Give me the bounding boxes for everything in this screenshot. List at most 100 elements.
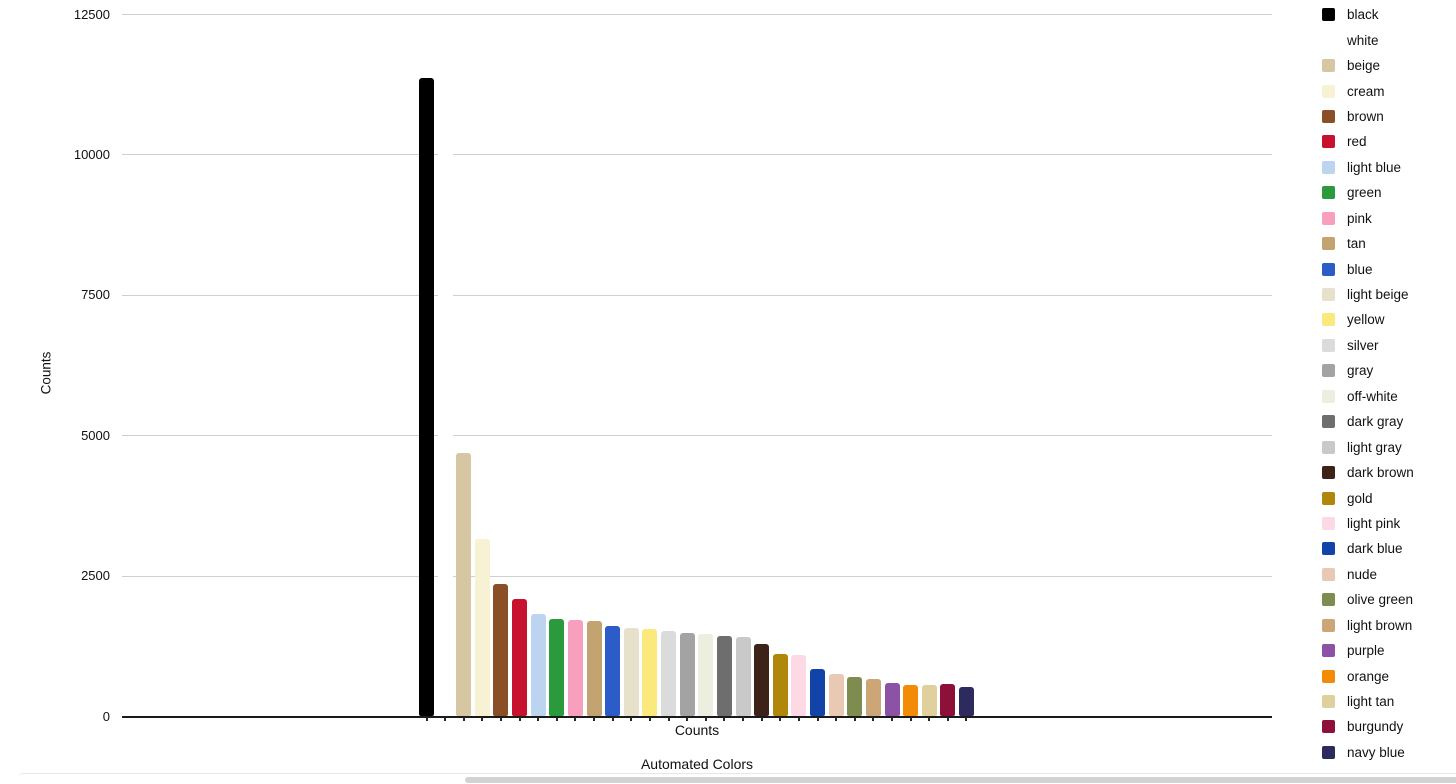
- bar-light-pink: [791, 654, 807, 716]
- legend-item-light-gray: light gray: [1322, 434, 1414, 459]
- x-tick-purple: [891, 717, 893, 721]
- legend-label: pink: [1347, 210, 1372, 226]
- legend-item-pink: pink: [1322, 206, 1414, 231]
- legend-swatch-icon: [1322, 644, 1335, 658]
- legend-item-silver: silver: [1322, 333, 1414, 358]
- legend-label: light gray: [1347, 439, 1402, 455]
- legend-swatch-icon: [1322, 618, 1335, 632]
- legend-swatch-icon: [1322, 745, 1335, 759]
- x-tick-light-tan: [928, 717, 931, 721]
- legend-swatch-icon: [1322, 8, 1335, 22]
- bar-light-brown: [865, 678, 881, 716]
- bar-burgundy: [940, 684, 956, 716]
- x-tick-red: [518, 717, 521, 721]
- legend-item-red: red: [1322, 129, 1414, 154]
- y-tick-label-12500: 12500: [73, 6, 110, 22]
- legend-swatch-icon: [1322, 84, 1335, 98]
- legend-label: navy blue: [1347, 744, 1405, 760]
- legend-label: olive green: [1347, 592, 1414, 608]
- legend-swatch-icon: [1322, 262, 1335, 276]
- legend-swatch-icon: [1322, 491, 1335, 505]
- legend-item-olive-green: olive green: [1322, 587, 1414, 612]
- x-tick-nude: [835, 717, 838, 721]
- gridline-5000: [122, 435, 1272, 437]
- bar-light-beige: [623, 627, 639, 716]
- legend-label: orange: [1347, 668, 1390, 684]
- legend-swatch-icon: [1322, 389, 1335, 403]
- x-tick-white: [444, 717, 447, 721]
- bar-blue: [605, 626, 621, 716]
- legend-item-nude: nude: [1322, 562, 1414, 587]
- bar-light-blue: [530, 613, 546, 716]
- legend-item-tan: tan: [1322, 231, 1414, 256]
- bar-pink: [567, 619, 583, 716]
- x-tick-light-beige: [630, 717, 633, 721]
- x-tick-light-blue: [537, 717, 540, 721]
- x-tick-off-white: [704, 717, 707, 721]
- legend-swatch-icon: [1322, 364, 1335, 378]
- bar-gray: [679, 632, 695, 716]
- legend-label: burgundy: [1347, 719, 1404, 735]
- legend: black white beige cream brown red light blue gr…: [1322, 2, 1414, 765]
- y-tick-label-2500: 2500: [81, 568, 110, 584]
- legend-label: black: [1347, 7, 1379, 23]
- x-tick-beige: [462, 717, 465, 721]
- legend-label: purple: [1347, 643, 1385, 659]
- legend-item-light-pink: light pink: [1322, 511, 1414, 536]
- legend-label: light blue: [1347, 159, 1402, 175]
- x-axis-label: Counts: [674, 722, 720, 738]
- legend-item-dark-gray: dark gray: [1322, 409, 1414, 434]
- x-tick-dark-brown: [760, 717, 763, 721]
- x-tick-blue: [611, 717, 614, 721]
- legend-swatch-icon: [1322, 288, 1335, 302]
- bar-purple: [884, 682, 900, 716]
- x-tick-dark-blue: [816, 717, 819, 721]
- x-tick-dark-gray: [723, 717, 726, 721]
- legend-item-gray: gray: [1322, 358, 1414, 383]
- legend-label: beige: [1347, 58, 1381, 74]
- legend-label: white: [1347, 32, 1379, 48]
- bar-brown: [493, 584, 509, 716]
- x-tick-black: [425, 717, 428, 721]
- y-tick-label-5000: 5000: [81, 427, 110, 443]
- x-tick-navy-blue: [965, 717, 968, 721]
- gridline-7500: [122, 294, 1272, 296]
- legend-item-light-beige: light beige: [1322, 282, 1414, 307]
- x-tick-olive-green: [853, 717, 856, 721]
- y-tick-label-7500: 7500: [81, 287, 110, 303]
- bar-silver: [661, 631, 677, 716]
- legend-item-orange: orange: [1322, 663, 1414, 688]
- bar-navy-blue: [958, 687, 974, 716]
- legend-item-blue: blue: [1322, 256, 1414, 281]
- legend-item-gold: gold: [1322, 485, 1414, 510]
- gridline-12500: [122, 14, 1272, 15]
- legend-item-brown: brown: [1322, 104, 1414, 129]
- legend-swatch-icon: [1322, 669, 1335, 683]
- legend-label: light brown: [1347, 617, 1413, 633]
- legend-swatch-icon: [1322, 135, 1335, 149]
- bar-light-tan: [921, 684, 937, 716]
- y-tick-label-0: 0: [102, 708, 110, 724]
- legend-label: light beige: [1347, 287, 1409, 303]
- legend-swatch-icon: [1322, 516, 1335, 530]
- legend-label: blue: [1347, 261, 1373, 277]
- legend-item-yellow: yellow: [1322, 307, 1414, 332]
- legend-label: red: [1347, 134, 1367, 150]
- bar-orange: [903, 684, 919, 716]
- legend-item-black: black: [1322, 2, 1414, 27]
- legend-label: gold: [1347, 490, 1373, 506]
- legend-swatch-icon: [1322, 313, 1335, 327]
- bar-light-gray: [735, 637, 751, 716]
- bar-red: [512, 599, 528, 716]
- legend-item-green: green: [1322, 180, 1414, 205]
- legend-item-navy-blue: navy blue: [1322, 740, 1414, 765]
- legend-label: off-white: [1347, 388, 1398, 404]
- bar-green: [549, 618, 565, 716]
- chart-title: Automated Colors: [640, 756, 754, 772]
- gridline-10000: [122, 154, 1272, 156]
- legend-item-white: white: [1322, 27, 1414, 52]
- horizontal-scrollbar-thumb[interactable]: [465, 777, 1456, 783]
- legend-swatch-icon: [1322, 33, 1335, 47]
- legend-swatch-icon: [1322, 440, 1335, 454]
